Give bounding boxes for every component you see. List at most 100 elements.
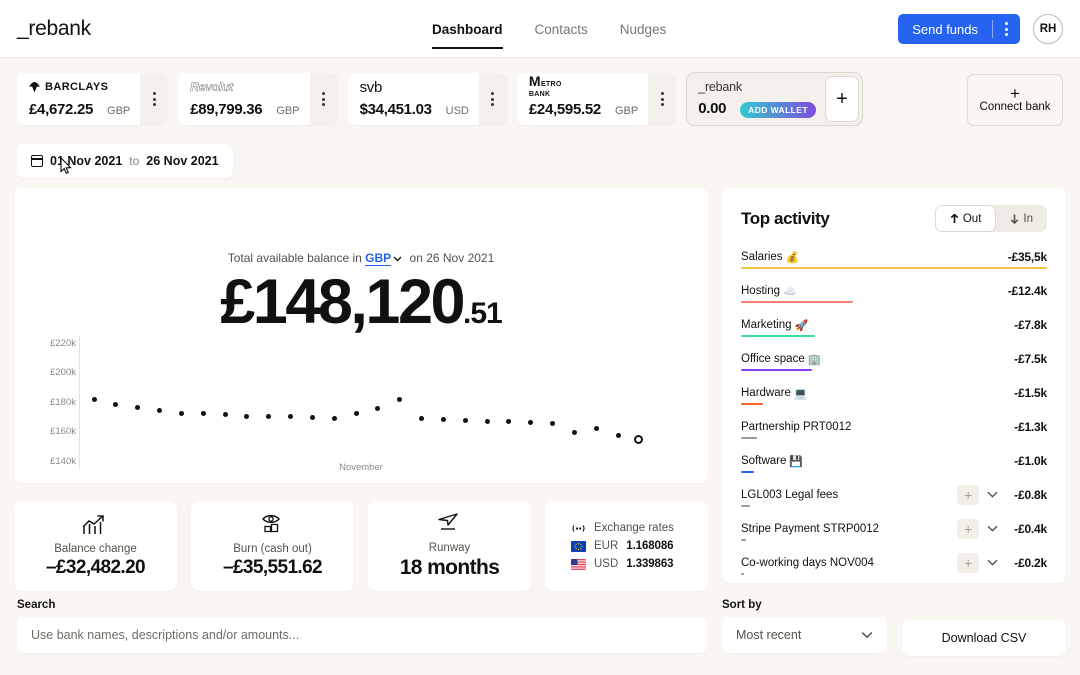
send-funds-button[interactable]: Send funds: [898, 14, 992, 44]
metric-card-balance-change: Balance change –£32,482.20: [14, 501, 177, 591]
direction-toggle-group: Out In: [934, 205, 1047, 232]
bottom-toolbar: Search Sort by Most recent Download CSV: [0, 595, 1080, 675]
activity-row-bar: [741, 335, 815, 337]
activity-row[interactable]: LGL003 Legal fees + -£0.8k: [741, 478, 1047, 512]
activity-row-bar: [741, 369, 812, 371]
activity-row[interactable]: Office space 🏢 -£7.5k: [741, 342, 1047, 376]
activity-row[interactable]: Partnership PRT0012 -£1.3k: [741, 410, 1047, 444]
metro-lines: ETRO BANK: [529, 81, 562, 98]
avatar[interactable]: RH: [1033, 14, 1063, 44]
activity-add-category-button[interactable]: +: [957, 519, 980, 539]
account-menu-button[interactable]: [648, 73, 677, 125]
activity-row-bar: [741, 437, 757, 439]
metro-m: M: [528, 73, 541, 90]
account-menu-button[interactable]: [140, 73, 169, 125]
chevron-down-icon[interactable]: [987, 557, 998, 569]
tab-contacts[interactable]: Contacts: [534, 21, 588, 37]
activity-add-category-button[interactable]: +: [957, 553, 980, 573]
toggle-out-label: Out: [962, 212, 982, 225]
activity-row[interactable]: Co-working days NOV004 + -£0.2k: [741, 546, 1047, 580]
kebab-icon: [322, 92, 326, 106]
scatter-point: [506, 419, 512, 425]
y-axis-tick: £140k: [50, 456, 76, 467]
accounts-row: BARCLAYS £4,672.25 GBP Revolut £89,799.3…: [0, 58, 1080, 140]
send-funds-menu-button[interactable]: [992, 14, 1020, 44]
activity-row[interactable]: Marketing 🚀 -£7.8k: [741, 308, 1047, 342]
account-balance: £4,672.25: [29, 101, 94, 118]
activity-row[interactable]: Stripe Payment STRP0012 + -£0.4k: [741, 512, 1047, 546]
kebab-icon: [660, 92, 664, 106]
account-card-barclays[interactable]: BARCLAYS £4,672.25 GBP: [17, 73, 169, 125]
account-bank-name: svb: [359, 78, 383, 96]
sort-field-group: Sort by Most recent: [722, 599, 887, 653]
connect-bank-button[interactable]: + Connect bank: [967, 74, 1063, 126]
download-csv-button[interactable]: Download CSV: [902, 620, 1066, 656]
account-balance: $34,451.03: [359, 101, 432, 118]
activity-add-category-button[interactable]: +: [957, 485, 980, 505]
activity-row-bar: [741, 505, 750, 507]
activity-row-emoji: 🏢: [807, 353, 822, 366]
y-axis-tick: £220k: [50, 338, 76, 349]
scatter-point: [440, 417, 446, 423]
scatter-point: [178, 410, 184, 416]
account-card-revolut[interactable]: Revolut £89,799.36 GBP: [178, 73, 338, 125]
chevron-down-icon[interactable]: [987, 489, 998, 501]
account-menu-button[interactable]: [309, 73, 338, 125]
bar-chart-up-icon: [81, 515, 104, 534]
add-wallet-plus-button[interactable]: +: [824, 76, 859, 122]
metric-card-burn: Burn (cash out) –£35,551.62: [191, 501, 354, 591]
activity-row-emoji: 💰: [785, 251, 800, 264]
date-range-picker[interactable]: 01 Nov 2021 to 26 Nov 2021: [17, 144, 233, 178]
send-funds-group: Send funds: [898, 14, 1020, 44]
metric-value: –£35,551.62: [222, 557, 323, 578]
activity-row-name: Hosting: [741, 285, 780, 297]
plus-icon: +: [1010, 84, 1020, 103]
account-menu-button[interactable]: [478, 73, 507, 125]
currency-selector[interactable]: GBP: [365, 251, 392, 266]
balance-caption: Total available balance in GBP on 26 Nov…: [14, 188, 708, 266]
exchange-rate-value: 1.339863: [626, 558, 674, 570]
app-logo[interactable]: _rebank: [17, 16, 91, 40]
search-label: Search: [17, 599, 56, 611]
search-input[interactable]: [17, 617, 707, 653]
svb-logo: svb: [359, 78, 469, 96]
tab-dashboard[interactable]: Dashboard: [432, 0, 503, 58]
arrow-down-icon: [1011, 214, 1019, 224]
chevron-down-icon[interactable]: [393, 251, 402, 265]
activity-row-amount: -£35,5k: [1007, 250, 1048, 264]
total-balance: £148,120.51: [14, 267, 708, 338]
toggle-in[interactable]: In: [996, 205, 1047, 232]
activity-row[interactable]: Hosting ☁️ -£12.4k: [741, 274, 1047, 308]
exchange-rate-code: EUR: [594, 540, 619, 552]
account-card-svb[interactable]: svb $34,451.03 USD: [347, 73, 507, 125]
balance-chart-panel: Total available balance in GBP on 26 Nov…: [14, 188, 708, 483]
sort-select[interactable]: Most recent: [722, 617, 887, 653]
scatter-point: [157, 408, 163, 414]
account-card-metrobank[interactable]: METRO BANK £24,595.52 GBP: [516, 73, 677, 125]
chevron-down-icon[interactable]: [987, 523, 998, 535]
date-range-to: 26 Nov 2021: [146, 154, 219, 168]
metric-card-runway: Runway 18 months: [368, 501, 531, 591]
account-card-body: svb $34,451.03 USD: [348, 73, 479, 125]
toggle-out[interactable]: Out: [934, 205, 997, 232]
kebab-icon: [152, 92, 156, 106]
account-bank-name: Revolut: [190, 80, 233, 94]
account-bank-name: _rebank: [698, 80, 742, 94]
account-balance: £24,595.52: [528, 101, 601, 118]
activity-row[interactable]: Hardware 💻 -£1.5k: [741, 376, 1047, 410]
activity-row[interactable]: Software 💾 -£1.0k: [741, 444, 1047, 478]
add-wallet-button[interactable]: ADD WALLET: [740, 102, 816, 118]
account-card-rebank-wallet[interactable]: _rebank 0.00 ADD WALLET +: [686, 72, 863, 126]
activity-row-amount: -£0.8k: [1014, 488, 1047, 502]
tab-nudges[interactable]: Nudges: [619, 21, 667, 37]
total-balance-main: £148,120: [220, 267, 465, 337]
activity-row-amount: -£1.0k: [1014, 454, 1047, 468]
eu-flag-icon: [571, 540, 586, 552]
top-activity-panel: Top activity Out In Salar: [722, 188, 1066, 583]
activity-row[interactable]: Salaries 💰 -£35,5k: [741, 240, 1047, 274]
exchange-rate-row-usd: USD 1.339863: [571, 558, 708, 570]
scatter-point: [266, 413, 272, 419]
account-balance: £89,799.36: [190, 101, 263, 118]
metric-value: 18 months: [399, 556, 500, 579]
